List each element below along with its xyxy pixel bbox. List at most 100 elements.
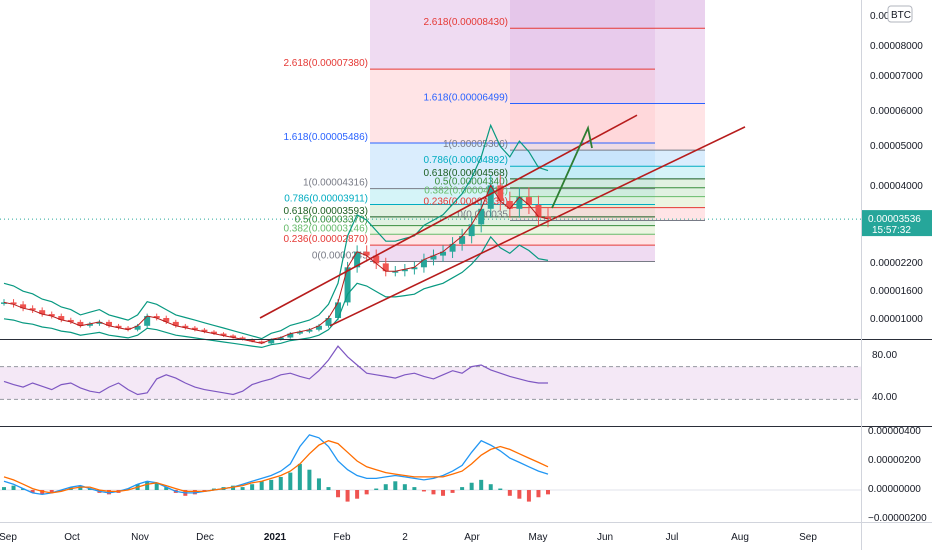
candle[interactable]: [163, 318, 170, 322]
candle[interactable]: [210, 331, 217, 334]
macd-histogram-bar[interactable]: [393, 481, 398, 490]
projection-arrow[interactable]: [551, 125, 593, 209]
candle[interactable]: [48, 314, 55, 317]
macd-histogram-bar[interactable]: [2, 487, 6, 490]
macd-histogram-bar[interactable]: [355, 490, 360, 499]
macd-histogram-bar[interactable]: [383, 484, 388, 490]
macd-histogram-bar[interactable]: [450, 490, 455, 493]
candle[interactable]: [191, 327, 198, 330]
macd-histogram-bar[interactable]: [316, 478, 321, 490]
candle[interactable]: [277, 337, 284, 340]
candle[interactable]: [354, 251, 361, 268]
macd-histogram-bar[interactable]: [469, 482, 474, 490]
candle[interactable]: [249, 339, 256, 342]
candle[interactable]: [105, 321, 112, 326]
macd-histogram-bar[interactable]: [345, 490, 350, 502]
macd-histogram-bar[interactable]: [479, 479, 484, 490]
macd-histogram-bar[interactable]: [488, 484, 493, 490]
macd-histogram-bar[interactable]: [412, 487, 417, 490]
candle[interactable]: [411, 267, 418, 270]
candle[interactable]: [77, 321, 84, 326]
macd-histogram-bar[interactable]: [288, 472, 293, 490]
candle[interactable]: [125, 327, 132, 330]
candle[interactable]: [306, 329, 313, 332]
macd-histogram-bar[interactable]: [164, 487, 169, 490]
macd-histogram-bar[interactable]: [231, 485, 236, 490]
macd-histogram-bar[interactable]: [374, 488, 379, 490]
macd-histogram-bar[interactable]: [307, 469, 312, 490]
candle[interactable]: [468, 224, 475, 237]
macd-histogram-bar[interactable]: [211, 488, 216, 490]
macd-histogram-bar[interactable]: [240, 487, 245, 490]
candle[interactable]: [96, 321, 103, 324]
macd-histogram-bar[interactable]: [145, 481, 150, 490]
candle[interactable]: [478, 208, 485, 225]
candle[interactable]: [10, 302, 17, 305]
macd-histogram-bar[interactable]: [259, 481, 264, 490]
macd-histogram-bar[interactable]: [402, 484, 407, 490]
macd-histogram-bar[interactable]: [11, 485, 16, 490]
candle[interactable]: [153, 316, 160, 318]
candle[interactable]: [230, 335, 237, 338]
candle[interactable]: [258, 341, 265, 344]
macd-line[interactable]: [3, 434, 549, 496]
candle[interactable]: [86, 323, 93, 326]
macd-histogram-bar[interactable]: [526, 490, 531, 502]
macd-histogram-bar[interactable]: [536, 490, 541, 498]
candle[interactable]: [58, 316, 65, 320]
macd-histogram-bar[interactable]: [202, 490, 207, 492]
macd-histogram-bar[interactable]: [192, 490, 197, 495]
candle[interactable]: [67, 319, 74, 322]
candle[interactable]: [497, 185, 504, 201]
candle[interactable]: [1, 302, 7, 304]
candle[interactable]: [392, 271, 399, 273]
candle[interactable]: [401, 269, 408, 272]
candle[interactable]: [29, 308, 36, 311]
macd-signal-line[interactable]: [3, 440, 549, 494]
candle[interactable]: [506, 201, 513, 209]
macd-histogram-bar[interactable]: [517, 490, 522, 499]
candle[interactable]: [525, 197, 532, 205]
macd-histogram-bar[interactable]: [297, 463, 302, 490]
candle[interactable]: [430, 255, 437, 260]
macd-histogram-bar[interactable]: [154, 482, 159, 490]
macd-pane[interactable]: [0, 434, 861, 502]
macd-histogram-bar[interactable]: [278, 476, 283, 490]
candle[interactable]: [344, 267, 351, 303]
candle[interactable]: [287, 333, 294, 338]
macd-histogram-bar[interactable]: [421, 490, 426, 492]
candle[interactable]: [440, 251, 447, 256]
candle[interactable]: [296, 331, 303, 334]
macd-histogram-bar[interactable]: [431, 490, 436, 495]
candle[interactable]: [144, 316, 151, 326]
macd-histogram-bar[interactable]: [326, 487, 331, 490]
rsi-pane[interactable]: [0, 345, 861, 400]
candle[interactable]: [373, 255, 380, 264]
symbol-badge[interactable]: [887, 5, 913, 23]
macd-histogram-bar[interactable]: [507, 490, 512, 496]
macd-histogram-bar[interactable]: [250, 484, 255, 490]
macd-histogram-bar[interactable]: [441, 490, 446, 496]
candle[interactable]: [420, 259, 427, 268]
candle[interactable]: [325, 318, 332, 326]
macd-histogram-bar[interactable]: [498, 488, 503, 490]
candle[interactable]: [449, 243, 456, 252]
macd-histogram-bar[interactable]: [78, 485, 83, 490]
candle[interactable]: [487, 185, 494, 209]
macd-histogram-bar[interactable]: [269, 479, 274, 490]
macd-histogram-bar[interactable]: [59, 490, 64, 492]
candle[interactable]: [516, 197, 523, 209]
macd-histogram-bar[interactable]: [106, 490, 111, 495]
candle[interactable]: [20, 304, 27, 309]
candle[interactable]: [315, 325, 322, 330]
candle[interactable]: [220, 333, 227, 336]
candle[interactable]: [182, 325, 189, 328]
macd-histogram-bar[interactable]: [30, 490, 35, 493]
candle[interactable]: [545, 216, 551, 219]
macd-histogram-bar[interactable]: [336, 490, 341, 498]
candle[interactable]: [134, 325, 141, 330]
candle[interactable]: [459, 236, 466, 244]
candle[interactable]: [172, 321, 179, 326]
candle[interactable]: [39, 310, 46, 315]
